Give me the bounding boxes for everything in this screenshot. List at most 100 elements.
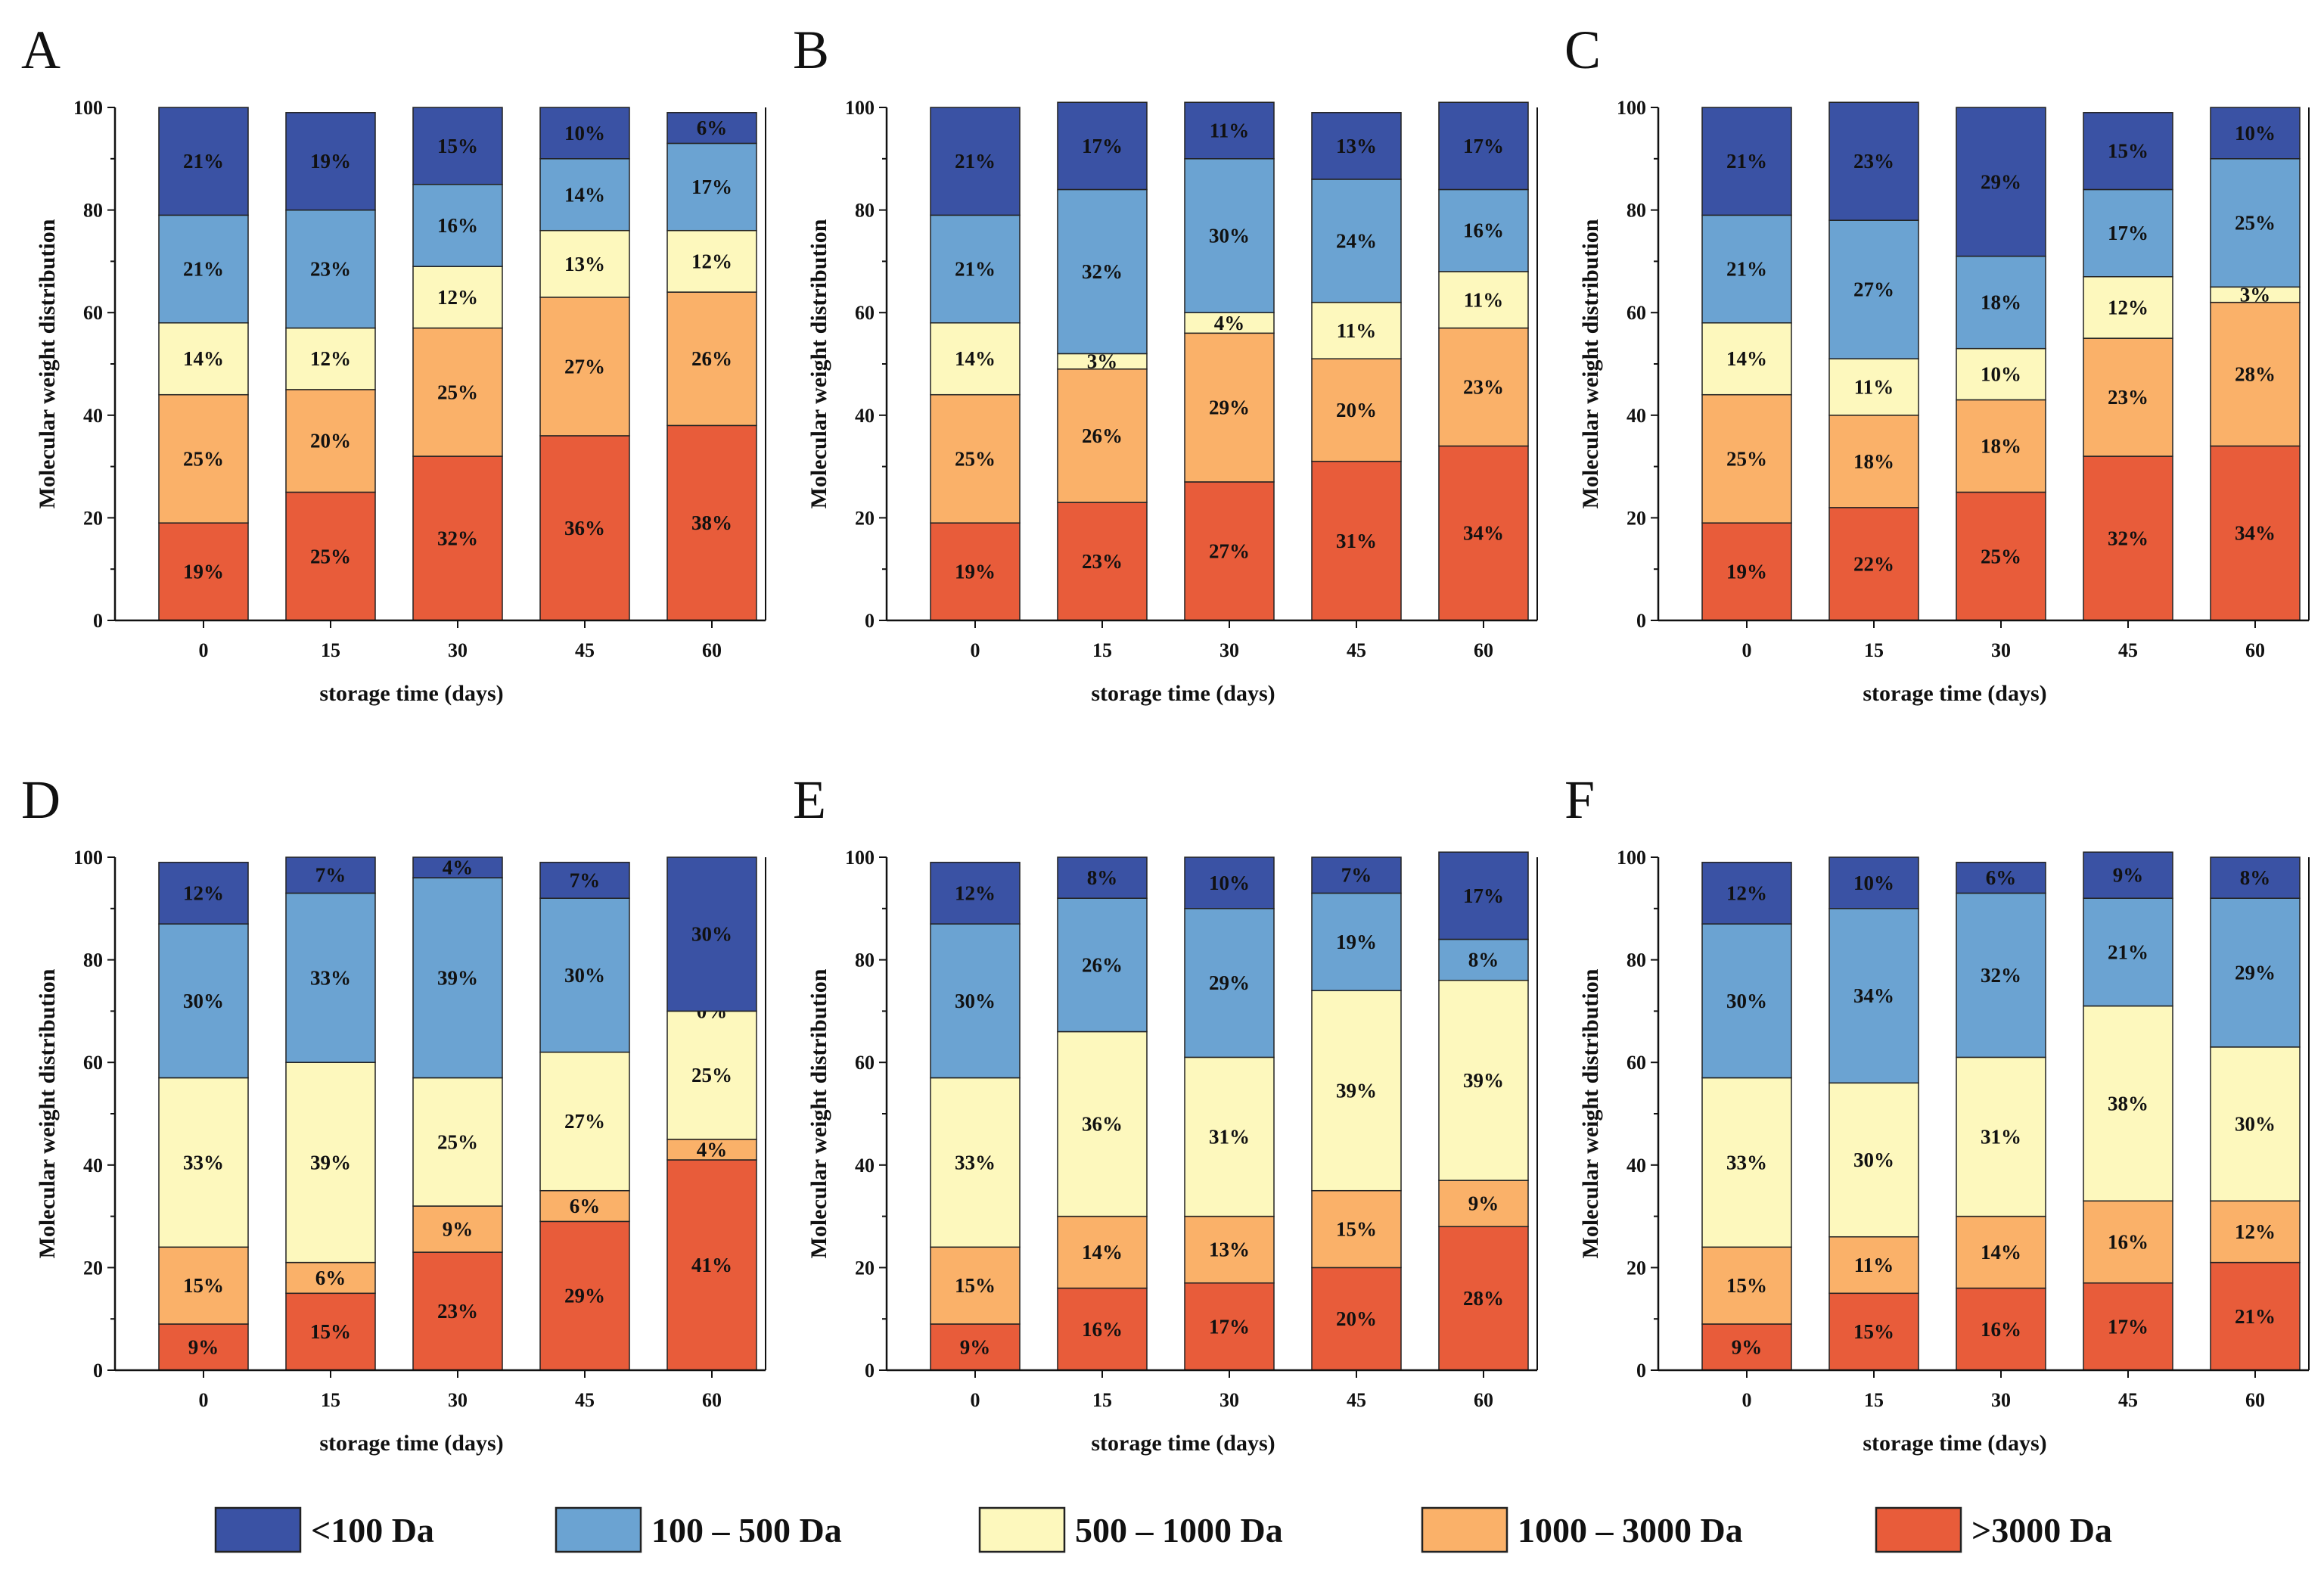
x-axis-title: storage time (days) bbox=[1863, 681, 2046, 706]
y-tick-label: 80 bbox=[1626, 200, 1646, 222]
data-label: 9% bbox=[1732, 1335, 1763, 1358]
y-axis-title: Molecular weight distribution bbox=[35, 968, 60, 1258]
bar-segment bbox=[1438, 851, 1529, 940]
data-label: 17% bbox=[2108, 1315, 2148, 1338]
bar-segment bbox=[666, 424, 757, 621]
data-label: 11% bbox=[1210, 120, 1250, 142]
y-tick-label: 80 bbox=[855, 200, 875, 222]
bar-segment bbox=[666, 112, 757, 145]
bar-segment bbox=[2210, 1046, 2301, 1202]
data-label: 11% bbox=[1854, 1254, 1894, 1276]
data-label: 14% bbox=[1726, 347, 1767, 370]
bar-segment bbox=[285, 1062, 376, 1264]
bar-segment bbox=[2083, 337, 2173, 457]
data-label: 4% bbox=[697, 1138, 728, 1161]
data-label: 13% bbox=[564, 253, 605, 275]
data-label: 8% bbox=[1468, 949, 1499, 971]
bar-segment bbox=[1184, 312, 1275, 334]
bar-segment bbox=[539, 1189, 630, 1223]
data-label: 12% bbox=[183, 881, 224, 904]
data-label: 15% bbox=[183, 1274, 224, 1297]
data-label: 12% bbox=[691, 250, 732, 272]
bar-segment bbox=[1311, 112, 1402, 180]
bar-segment bbox=[2210, 107, 2301, 160]
bar-segment bbox=[1057, 502, 1148, 621]
data-label: 11% bbox=[1854, 376, 1894, 399]
bar-segment bbox=[1956, 107, 2046, 257]
data-label: 25% bbox=[1981, 545, 2021, 567]
y-tick-label: 20 bbox=[83, 507, 103, 529]
x-tick-label: 30 bbox=[1991, 1389, 2011, 1411]
bar-segment bbox=[1184, 158, 1275, 313]
x-tick-label: 15 bbox=[1092, 1389, 1112, 1411]
data-label: 10% bbox=[1209, 872, 1250, 894]
bar-segment bbox=[666, 856, 757, 1012]
bar-segment bbox=[1701, 923, 1792, 1079]
bar-segment bbox=[666, 142, 757, 232]
data-label: 20% bbox=[1336, 399, 1377, 421]
bar-segment bbox=[158, 214, 249, 324]
data-label: 32% bbox=[2108, 527, 2148, 550]
bar-segment bbox=[1828, 1292, 1919, 1371]
data-label: 21% bbox=[183, 258, 224, 281]
y-tick-label: 20 bbox=[855, 507, 875, 529]
bar-segment bbox=[1311, 856, 1402, 894]
bar-segment bbox=[2083, 275, 2173, 339]
x-tick-label: 45 bbox=[1347, 639, 1366, 661]
y-tick-label: 100 bbox=[1617, 97, 1646, 119]
x-tick-label: 0 bbox=[971, 639, 980, 661]
data-label: 15% bbox=[955, 1274, 996, 1297]
bar-segment bbox=[1184, 1215, 1275, 1284]
bar-segment bbox=[1828, 358, 1919, 416]
y-tick-label: 40 bbox=[83, 405, 103, 427]
bar-segment bbox=[1701, 107, 1792, 216]
panel-letter: A bbox=[21, 20, 61, 80]
y-tick-label: 80 bbox=[1626, 950, 1646, 971]
x-axis-title: storage time (days) bbox=[1863, 1431, 2046, 1456]
bar-segment bbox=[539, 107, 630, 160]
legend-item: >3000 Da bbox=[1875, 1506, 2112, 1553]
data-label: 12% bbox=[955, 881, 996, 904]
data-label: 20% bbox=[310, 430, 351, 452]
data-label: 16% bbox=[2108, 1231, 2148, 1254]
bar-segment bbox=[930, 107, 1021, 216]
bar-segment bbox=[2210, 897, 2301, 1048]
data-label: 27% bbox=[1853, 278, 1894, 301]
bar-segment bbox=[930, 214, 1021, 324]
y-axis-title: Molecular weight distribution bbox=[806, 219, 831, 508]
y-axis-title: Molecular weight distribution bbox=[35, 219, 60, 508]
y-tick-label: 40 bbox=[855, 405, 875, 427]
x-tick-label: 30 bbox=[1991, 639, 2011, 661]
bar-segment bbox=[1956, 491, 2046, 621]
panel-a: A 0 20 40 60 80 100 19% 25% 14% 21% 21% 0 25% 20% 12% 23… bbox=[21, 20, 766, 706]
data-label: 19% bbox=[183, 561, 224, 583]
data-label: 21% bbox=[2108, 940, 2148, 963]
x-axis-title: storage time (days) bbox=[1091, 1431, 1275, 1456]
data-label: 29% bbox=[1209, 396, 1250, 419]
y-axis-title: Molecular weight distribution bbox=[1578, 968, 1603, 1258]
x-tick-label: 60 bbox=[1474, 639, 1493, 661]
bar-segment bbox=[539, 1051, 630, 1192]
data-label: 7% bbox=[315, 864, 346, 887]
data-label: 12% bbox=[2235, 1220, 2276, 1243]
y-tick-label: 60 bbox=[855, 1052, 875, 1074]
data-label: 26% bbox=[1082, 953, 1123, 976]
bar-segment bbox=[539, 862, 630, 899]
data-label: 16% bbox=[1463, 219, 1504, 242]
bar-segment bbox=[285, 856, 376, 894]
bar-segment bbox=[285, 327, 376, 390]
data-label: 13% bbox=[1209, 1239, 1250, 1261]
data-label: 38% bbox=[2108, 1092, 2148, 1114]
bar-segment bbox=[539, 297, 630, 437]
bar-segment bbox=[158, 393, 249, 524]
data-label: 14% bbox=[1082, 1241, 1123, 1264]
y-tick-label: 100 bbox=[73, 847, 103, 869]
bar-segment bbox=[1828, 1082, 1919, 1238]
data-label: 25% bbox=[437, 381, 478, 403]
legend-item: 500 – 1000 Da bbox=[978, 1506, 1283, 1553]
data-label: 23% bbox=[437, 1300, 478, 1323]
legend-swatch bbox=[978, 1506, 1066, 1553]
data-label: 4% bbox=[443, 856, 474, 879]
data-label: 34% bbox=[1853, 984, 1894, 1007]
